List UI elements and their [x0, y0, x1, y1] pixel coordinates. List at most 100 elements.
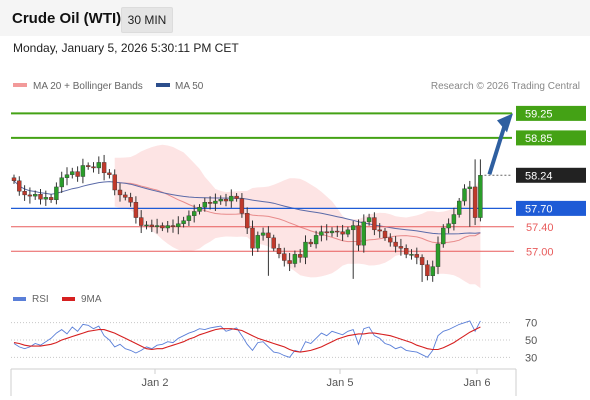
- candle: [27, 187, 33, 204]
- candle-body: [345, 229, 351, 235]
- support-level-label: 57.00: [526, 246, 554, 258]
- candle-body: [229, 195, 234, 202]
- candle-body: [308, 241, 313, 245]
- x-tick-label: Jan 2: [142, 377, 169, 389]
- candle-body: [91, 166, 96, 169]
- candle-body: [202, 202, 208, 208]
- candle: [43, 190, 48, 206]
- x-tick-label: Jan 6: [464, 377, 491, 389]
- candle: [197, 204, 202, 215]
- candle: [149, 219, 155, 233]
- candle: [377, 223, 382, 238]
- candle: [319, 225, 324, 242]
- candle-body: [266, 232, 271, 239]
- candle-body: [404, 248, 409, 255]
- candle-body: [101, 162, 107, 174]
- candle-body: [377, 229, 382, 232]
- candle-body: [393, 241, 398, 247]
- candle: [186, 210, 192, 226]
- candle: [404, 244, 409, 259]
- candle: [181, 216, 186, 228]
- candle-body: [446, 223, 451, 229]
- pivot-level-label-bg: [516, 200, 586, 216]
- ma50-legend-swatch: [156, 83, 170, 87]
- candle: [54, 182, 59, 205]
- timeframe-badge[interactable]: 30 MIN: [121, 7, 173, 33]
- candle: [101, 154, 107, 181]
- rsi-line: [13, 320, 481, 358]
- candle-body: [123, 194, 128, 198]
- candle-body: [441, 227, 446, 245]
- candle-body: [451, 214, 457, 224]
- bollinger-band-area: [114, 144, 481, 289]
- candle: [234, 193, 239, 202]
- candle: [457, 197, 462, 218]
- candle-body: [197, 206, 202, 212]
- candle: [292, 250, 298, 268]
- candle: [59, 171, 64, 193]
- candle-body: [409, 254, 414, 256]
- candle-body: [234, 195, 239, 199]
- candle: [250, 220, 255, 256]
- candle: [22, 185, 27, 201]
- candle: [17, 176, 22, 196]
- candle: [441, 224, 446, 248]
- candle: [345, 226, 351, 238]
- candle-body: [351, 225, 356, 231]
- candle: [419, 254, 425, 282]
- candle-body: [244, 213, 250, 229]
- candle: [287, 253, 292, 272]
- rsi-legend-swatch: [13, 297, 26, 301]
- candle-body: [260, 232, 266, 236]
- candle: [112, 169, 117, 196]
- candle-body: [133, 202, 139, 218]
- candle: [414, 247, 419, 265]
- resistance-level-label-bg: [516, 130, 586, 146]
- candle: [144, 221, 149, 230]
- instrument-title: Crude Oil (WTI): [12, 10, 122, 27]
- candle-body: [176, 223, 181, 227]
- candle: [213, 193, 218, 211]
- candle-body: [467, 186, 472, 189]
- candle: [409, 249, 414, 260]
- time-axis: Jan 2 Jan 5 Jan 6: [142, 369, 491, 389]
- candle: [276, 243, 282, 259]
- ma20-legend-swatch: [13, 83, 27, 87]
- candle-body: [298, 254, 303, 258]
- candle: [425, 260, 430, 281]
- candle-body: [282, 253, 287, 261]
- candle-body: [160, 225, 165, 229]
- candle-body: [191, 211, 197, 216]
- ma50-legend-label: MA 50: [175, 81, 204, 92]
- candle: [207, 196, 213, 210]
- candle-body: [419, 257, 425, 265]
- candle: [361, 214, 366, 253]
- moving-averages: [13, 180, 481, 244]
- candle-body: [313, 235, 319, 245]
- rsi-panel: 30 50 70: [11, 318, 537, 364]
- candle: [107, 169, 112, 179]
- resistance-level-label: 58.85: [525, 133, 553, 145]
- candle-body: [80, 165, 86, 177]
- candle-body: [324, 231, 329, 234]
- candle-body: [356, 225, 361, 246]
- candle: [271, 234, 276, 252]
- candle: [133, 196, 139, 224]
- forecast-arrow-head: [497, 113, 513, 133]
- candle: [239, 193, 245, 218]
- resistance-level-label-bg: [516, 105, 586, 121]
- candle-body: [213, 200, 218, 204]
- candle-body: [271, 237, 276, 249]
- rsi-legend-label: RSI: [32, 294, 49, 305]
- candle-body: [144, 224, 149, 227]
- candle: [398, 238, 404, 256]
- candle: [33, 190, 38, 200]
- candle: [160, 222, 165, 232]
- candle-body: [430, 266, 435, 277]
- candle: [260, 227, 266, 241]
- candle-body: [138, 217, 144, 226]
- candle-body: [435, 243, 441, 267]
- rsi-ma-legend-swatch: [62, 297, 75, 301]
- candle-body: [207, 202, 213, 204]
